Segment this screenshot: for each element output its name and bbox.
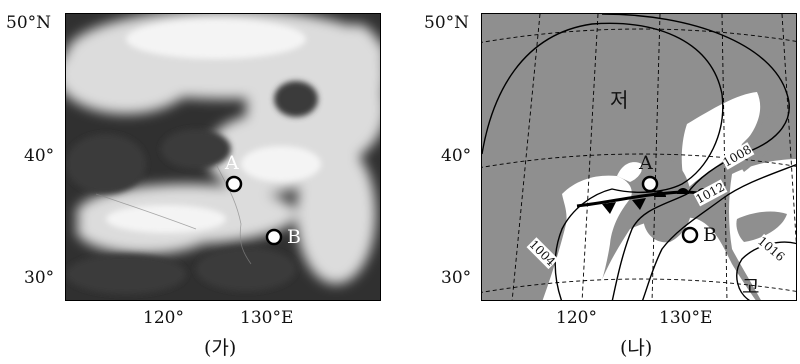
point-b-label: B	[703, 224, 717, 246]
isobar-1016-line	[736, 241, 796, 300]
isobar-1004-line	[482, 22, 724, 300]
panel-b-lat-40: 40°	[441, 146, 472, 166]
panel-a-markers	[225, 175, 283, 246]
high-pressure-label: 고	[742, 276, 760, 298]
satellite-image: A B	[65, 13, 381, 301]
panel-a-lat-30: 30°	[24, 268, 55, 288]
weather-chart: 저 고 A B 1004 1008 1012 1016	[481, 13, 797, 301]
point-a-marker	[641, 175, 659, 193]
point-a-marker	[225, 175, 243, 193]
panel-a-lat-50: 50°N	[6, 13, 52, 33]
panel-b-lon-120: 120°	[556, 308, 597, 328]
isobar-1012-line	[641, 164, 796, 300]
satellite-cloud-layer	[66, 14, 380, 300]
point-a-label: A	[639, 152, 653, 174]
point-b-marker	[681, 226, 699, 244]
panel-b-caption: (나)	[620, 337, 653, 359]
point-a-label: A	[225, 152, 239, 174]
point-b-marker	[265, 228, 283, 246]
panel-a-lon-130: 130°E	[240, 308, 294, 328]
panel-a-lat-40: 40°	[24, 146, 55, 166]
panel-b-lon-130: 130°E	[659, 308, 713, 328]
panel-a-lon-120: 120°	[143, 308, 184, 328]
panel-b-lat-30: 30°	[441, 268, 472, 288]
low-pressure-label: 저	[610, 88, 629, 112]
point-b-label: B	[287, 226, 301, 248]
panel-b-lat-50: 50°N	[424, 13, 470, 33]
panel-a-caption: (가)	[204, 337, 237, 359]
